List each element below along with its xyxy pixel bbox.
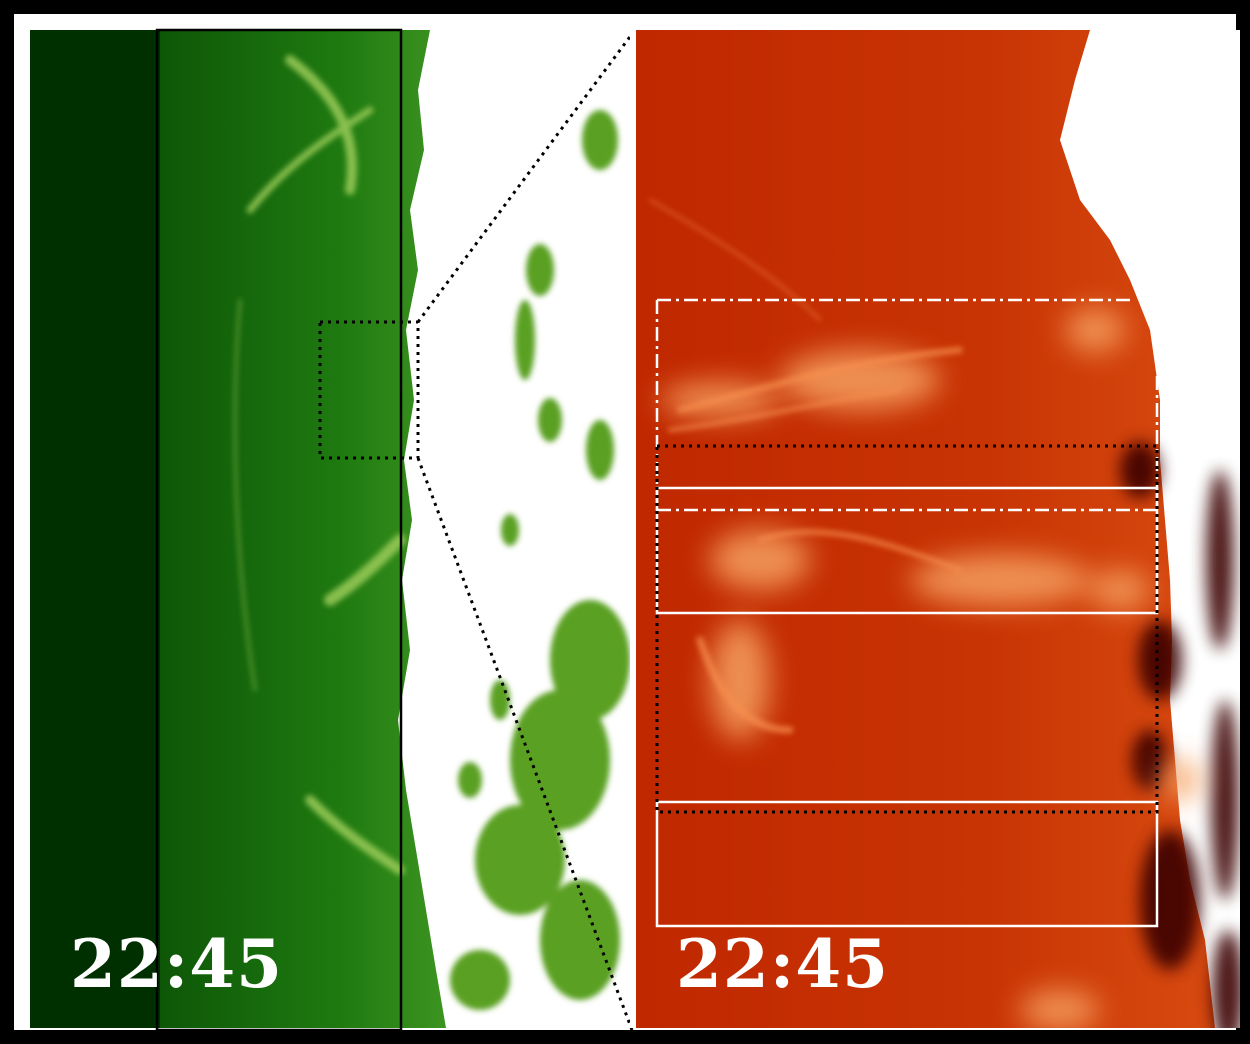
zoom-connector-bottom	[416, 457, 634, 1031]
right-panel	[636, 30, 1240, 1028]
left-panel	[30, 30, 630, 1028]
left-panel-zoom-box	[318, 320, 420, 460]
right-panel-dark-edge	[1120, 442, 1240, 1028]
right-panel-dashdot-box	[655, 298, 1159, 512]
left-panel-plage-grains	[450, 110, 630, 1010]
right-panel-timestamp: 22:45	[676, 925, 889, 1003]
right-panel-loop-strands	[648, 198, 963, 734]
right-panel-solid-box-upper	[655, 486, 1159, 615]
panel-divider	[630, 30, 636, 1028]
right-panel-solid-box-lower	[655, 800, 1159, 928]
right-panel-dotted-box	[655, 444, 1159, 814]
left-panel-bright-loops	[233, 55, 406, 875]
left-panel-dark-band	[30, 30, 160, 1028]
right-panel-limb-disk	[636, 30, 1215, 1028]
left-panel-slit-box	[155, 28, 403, 1032]
left-panel-timestamp: 22:45	[70, 925, 283, 1003]
